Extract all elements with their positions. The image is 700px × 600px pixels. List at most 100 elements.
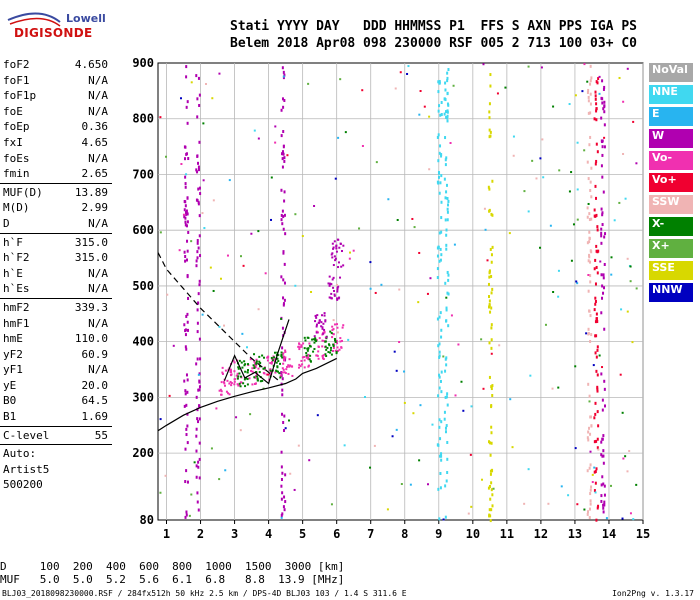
echo-point — [322, 332, 325, 335]
noise-echo — [183, 379, 186, 383]
noise-echo — [440, 390, 443, 394]
echo-point — [335, 352, 338, 355]
scatter-echo — [570, 259, 573, 262]
noise-echo — [588, 309, 591, 313]
noise-echo — [283, 298, 286, 302]
x-tick-label: 3 — [231, 527, 238, 541]
echo-point — [275, 370, 278, 373]
scatter-echo — [574, 94, 577, 97]
scatter-echo — [568, 190, 571, 193]
echo-point — [239, 375, 242, 378]
scatter-echo — [411, 217, 414, 220]
echo-point — [261, 379, 264, 382]
noise-echo — [596, 446, 599, 450]
noise-echo — [601, 296, 604, 300]
echo-point — [342, 244, 345, 247]
scatter-echo — [182, 213, 185, 216]
scatter-echo — [508, 232, 511, 235]
noise-echo — [198, 283, 201, 287]
echo-point — [315, 323, 318, 326]
noise-echo — [439, 144, 442, 148]
noise-echo — [280, 108, 283, 112]
scatter-echo — [159, 231, 162, 234]
noise-echo — [445, 306, 448, 310]
noise-echo — [600, 234, 603, 238]
logo-digisonde: DIGISONDE — [14, 26, 93, 40]
noise-echo — [196, 170, 199, 174]
scatter-echo — [585, 332, 588, 335]
noise-echo — [186, 258, 189, 262]
noise-echo — [280, 478, 283, 482]
echo-point — [321, 355, 324, 358]
echo-point — [253, 360, 256, 363]
noise-echo — [195, 168, 198, 172]
polarization-legend: NoVal NNE E W Vo- Vo+ SSW X- X+ SSE NNW — [649, 63, 693, 305]
scatter-echo — [552, 291, 555, 294]
noise-echo — [197, 388, 200, 392]
echo-point — [325, 354, 328, 357]
noise-echo — [595, 102, 598, 106]
noise-echo — [600, 494, 603, 498]
noise-echo — [600, 227, 603, 231]
noise-echo — [593, 440, 596, 444]
echo-point — [256, 379, 259, 382]
echo-point — [273, 351, 276, 354]
noise-echo — [282, 130, 285, 134]
noise-echo — [440, 113, 443, 117]
noise-echo — [589, 79, 592, 83]
scatter-echo — [591, 481, 594, 484]
noise-echo — [183, 157, 186, 161]
noise-echo — [446, 71, 449, 75]
noise-echo — [587, 430, 590, 434]
noise-echo — [198, 476, 201, 480]
echo-point — [226, 379, 229, 382]
noise-echo — [491, 179, 494, 183]
noise-echo — [197, 420, 200, 424]
scatter-echo — [601, 366, 604, 369]
scatter-echo — [387, 198, 390, 201]
noise-echo — [588, 236, 591, 240]
scatter-echo — [282, 144, 285, 147]
scatter-echo — [211, 97, 214, 100]
scatter-echo — [239, 255, 242, 258]
noise-echo — [603, 286, 606, 290]
y-tick-label: 700 — [132, 167, 154, 181]
noise-echo — [436, 135, 439, 139]
scatter-echo — [282, 75, 285, 78]
echo-point — [332, 276, 335, 279]
echo-point — [233, 370, 236, 373]
echo-point — [274, 371, 277, 374]
echo-point — [312, 350, 315, 353]
noise-echo — [280, 213, 283, 217]
scatter-echo — [622, 100, 625, 103]
scatter-echo — [334, 177, 337, 180]
echo-point — [291, 374, 294, 377]
noise-echo — [281, 471, 284, 475]
noise-echo — [588, 507, 591, 511]
noise-echo — [590, 195, 593, 199]
noise-echo — [438, 425, 441, 429]
scatter-echo — [610, 484, 613, 487]
echo-point — [340, 346, 343, 349]
echo-point — [333, 293, 336, 296]
noise-echo — [587, 95, 590, 99]
scatter-echo — [610, 256, 613, 259]
scatter-echo — [544, 323, 547, 326]
noise-echo — [199, 357, 202, 361]
noise-echo — [280, 188, 283, 192]
scatter-echo — [470, 505, 473, 508]
param-value: N/A — [88, 282, 108, 296]
scatter-echo — [166, 293, 169, 296]
scatter-echo — [348, 257, 351, 260]
scatter-echo — [369, 466, 372, 469]
echo-point — [233, 361, 236, 364]
scatter-echo — [403, 370, 406, 373]
noise-echo — [446, 392, 449, 396]
scatter-echo — [635, 483, 638, 486]
noise-echo — [185, 212, 188, 216]
noise-echo — [437, 245, 440, 249]
noise-echo — [186, 412, 189, 416]
noise-echo — [594, 412, 597, 416]
echo-point — [336, 298, 339, 301]
echo-point — [252, 364, 255, 367]
